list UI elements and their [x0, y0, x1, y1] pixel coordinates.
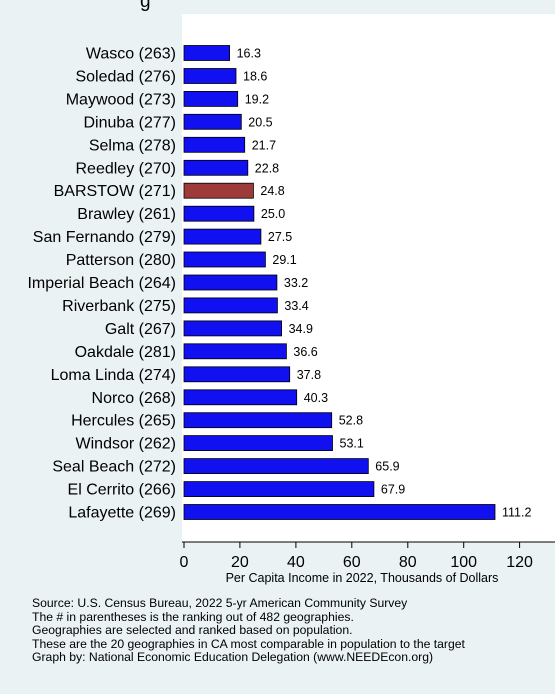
- bar: [183, 435, 333, 452]
- note-source: Source: U.S. Census Bureau, 2022 5-yr Am…: [32, 597, 408, 610]
- category-label: BARSTOW (271): [54, 183, 176, 200]
- value-label: 33.2: [284, 276, 308, 290]
- category-label: Galt (267): [105, 321, 176, 338]
- bar: [183, 136, 246, 153]
- bar: [183, 159, 249, 176]
- bar: [183, 343, 287, 360]
- bar: [183, 251, 266, 268]
- category-label: San Fernando (279): [33, 229, 176, 246]
- x-tick-label: 100: [450, 554, 477, 571]
- bar: [183, 274, 278, 291]
- category-label: Dinuba (277): [84, 114, 177, 131]
- bar: [183, 320, 282, 337]
- category-label: Lafayette (269): [68, 505, 176, 522]
- value-label: 20.5: [248, 115, 272, 129]
- x-tick-label: 80: [399, 554, 417, 571]
- value-label: 37.8: [297, 368, 321, 382]
- value-label: 25.0: [261, 207, 285, 221]
- bar: [183, 504, 496, 520]
- value-label: 53.1: [340, 437, 364, 451]
- category-label: Reedley (270): [76, 160, 177, 177]
- value-label: 111.2: [502, 506, 531, 520]
- category-label: Windsor (262): [76, 436, 176, 453]
- value-label: 65.9: [375, 460, 399, 474]
- category-label: Wasco (263): [86, 46, 176, 63]
- value-label: 52.8: [339, 414, 363, 428]
- value-label: 34.9: [289, 322, 313, 336]
- bar: [183, 205, 255, 222]
- category-label: Maywood (273): [66, 91, 176, 108]
- category-label: Soledad (276): [75, 69, 176, 86]
- category-label: Selma (278): [89, 137, 176, 154]
- value-label: 40.3: [304, 391, 328, 405]
- category-label: Brawley (261): [77, 206, 176, 223]
- bar: [183, 481, 375, 498]
- note-comparison: These are the 20 geographies in CA most …: [32, 636, 465, 651]
- bar: [183, 113, 242, 130]
- x-tick-label: 120: [506, 554, 533, 571]
- value-label: 24.8: [260, 184, 284, 198]
- category-label: Hercules (265): [71, 413, 176, 430]
- x-axis-ticks: 0 20 40 60 80 100 120: [180, 542, 533, 571]
- bar: [183, 297, 278, 314]
- category-label: Seal Beach (272): [52, 459, 176, 476]
- value-label: 19.2: [245, 92, 269, 106]
- category-labels: Wasco (263) Soledad (276) Maywood (273) Din…: [27, 46, 176, 522]
- note-ranking: The # in parentheses is the ranking out …: [32, 609, 354, 624]
- x-tick-label: 0: [180, 554, 189, 571]
- x-tick-label: 60: [343, 554, 361, 571]
- value-label: 36.6: [293, 345, 317, 359]
- category-label: Patterson (280): [66, 252, 176, 269]
- bar: [183, 91, 239, 107]
- value-label: 67.9: [381, 483, 405, 497]
- value-labels: 16.3 18.6 19.2 20.5 21.7 22.8 24.8 25.0 27.5 29.1…: [237, 47, 532, 520]
- value-label: 22.8: [255, 161, 279, 175]
- category-label: Imperial Beach (264): [27, 275, 176, 292]
- bar: [183, 389, 298, 406]
- bar: [183, 68, 237, 84]
- x-axis-title: Per Capita Income in 2022, Thousands of …: [226, 571, 499, 585]
- bar: [183, 45, 230, 61]
- chart-title-fragment: g: [140, 0, 151, 12]
- value-label: 21.7: [252, 138, 276, 152]
- x-tick-label: 40: [287, 554, 305, 571]
- value-label: 27.5: [268, 230, 292, 244]
- category-label: El Cerrito (266): [68, 482, 176, 499]
- bar: [183, 228, 262, 245]
- category-label: Oakdale (281): [75, 344, 176, 361]
- bars-group: [183, 45, 496, 520]
- bar: [183, 458, 369, 475]
- category-label: Loma Linda (274): [51, 367, 176, 384]
- value-label: 33.4: [284, 299, 308, 313]
- note-credit: Graph by: National Economic Education De…: [32, 650, 434, 665]
- bar-highlighted: [183, 182, 254, 199]
- bar: [183, 412, 333, 429]
- category-label: Norco (268): [92, 390, 176, 407]
- value-label: 18.6: [243, 70, 267, 84]
- value-label: 16.3: [237, 47, 261, 61]
- source-notes: Source: U.S. Census Bureau, 2022 5-yr Am…: [32, 597, 555, 665]
- x-tick-label: 20: [231, 554, 249, 571]
- bar: [183, 366, 291, 383]
- value-label: 29.1: [272, 253, 296, 267]
- note-selection: Geographies are selected and ranked base…: [32, 623, 353, 638]
- category-label: Riverbank (275): [62, 298, 176, 315]
